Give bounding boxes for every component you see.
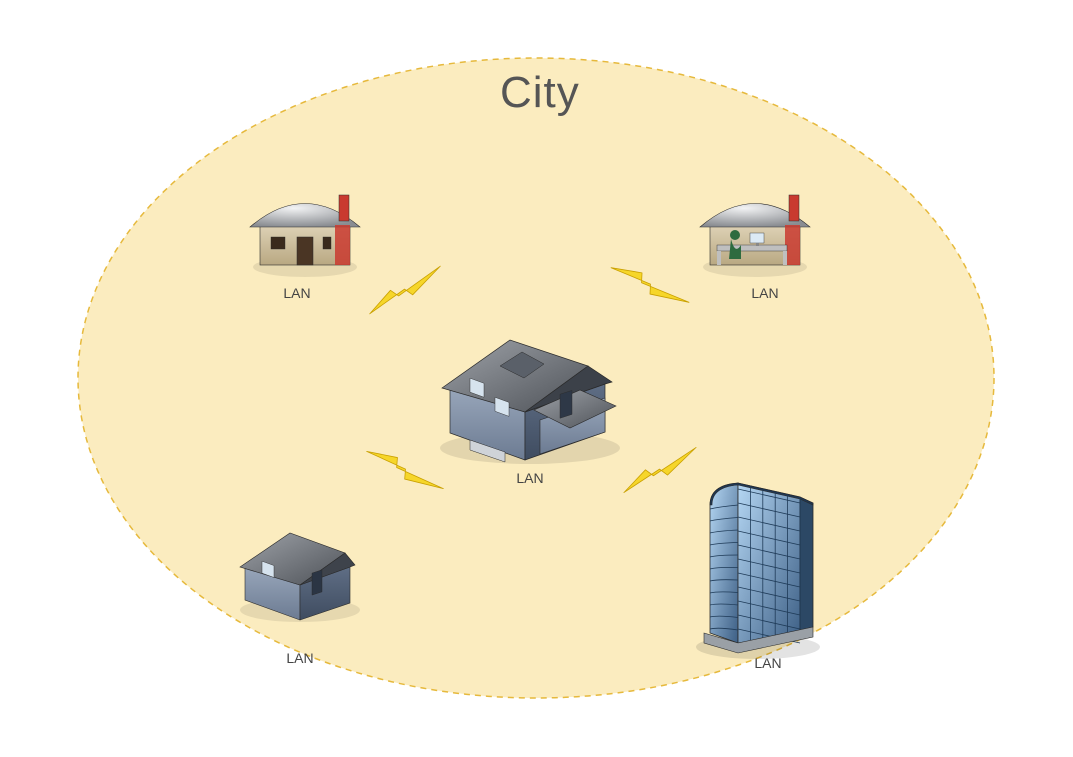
label-center: LAN [490,470,570,486]
diagram-stage: City LAN LAN LAN LAN LAN [0,0,1073,757]
label-top-left: LAN [257,285,337,301]
label-top-right: LAN [725,285,805,301]
node-bot-right [696,483,820,659]
label-bot-right: LAN [728,655,808,671]
diagram-title: City [500,68,580,118]
label-bot-left: LAN [260,650,340,666]
